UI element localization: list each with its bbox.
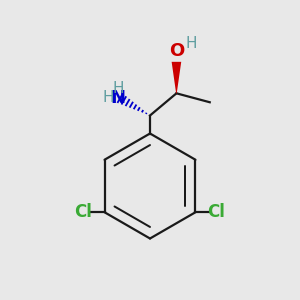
Text: Cl: Cl — [75, 203, 92, 221]
Text: H: H — [185, 36, 197, 51]
Text: H: H — [112, 80, 124, 95]
Text: O: O — [169, 42, 184, 60]
Text: Cl: Cl — [208, 203, 225, 221]
Polygon shape — [172, 62, 181, 93]
Text: H: H — [102, 89, 114, 105]
Text: N: N — [110, 89, 125, 106]
